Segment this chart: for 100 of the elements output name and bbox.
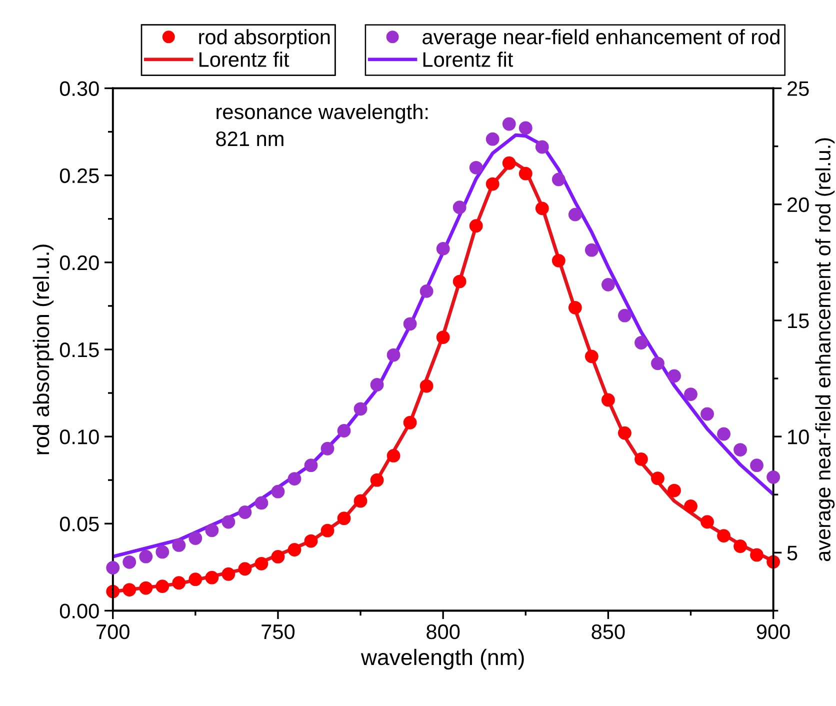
point — [370, 473, 384, 487]
point — [618, 308, 632, 322]
y-tick-label: 0.25 — [60, 168, 99, 184]
point — [254, 496, 268, 510]
point — [502, 117, 516, 131]
point — [601, 278, 615, 292]
point — [386, 448, 400, 462]
point — [337, 512, 351, 526]
point — [518, 121, 532, 135]
point — [156, 545, 170, 559]
point — [436, 242, 450, 256]
legend-label: Lorentz fit — [200, 52, 290, 67]
y2-tick-label: 10 — [788, 430, 809, 444]
x-tick-label: 850 — [592, 624, 625, 640]
y2-tick-label: 5 — [787, 546, 798, 560]
point — [254, 556, 268, 570]
point — [354, 402, 368, 416]
point — [734, 540, 747, 553]
point — [766, 470, 780, 484]
point — [122, 583, 136, 596]
x-axis-title: wavelength (nm) — [360, 648, 524, 670]
point — [452, 200, 466, 214]
point — [188, 532, 202, 545]
y2-tick-label: 20 — [788, 197, 809, 212]
point — [156, 580, 170, 594]
point — [139, 550, 153, 564]
point — [651, 472, 664, 486]
y-axis-title: rod absorption (rel.u.) — [32, 244, 54, 454]
point — [700, 407, 714, 421]
legend-label: Lorentz fit — [423, 52, 514, 67]
point — [502, 156, 516, 170]
point — [304, 534, 318, 548]
point — [288, 543, 302, 556]
point — [552, 254, 566, 268]
point — [172, 576, 186, 590]
y-tick-label: 0.10 — [60, 430, 99, 444]
point — [552, 172, 566, 186]
x-tick-label: 900 — [756, 624, 790, 640]
point — [486, 177, 500, 191]
point — [205, 524, 219, 538]
point — [634, 452, 648, 466]
point — [469, 160, 483, 174]
x-tick-label: 700 — [96, 624, 130, 640]
legend-label: average near-field enhancement of rod — [422, 29, 780, 49]
point — [700, 515, 714, 529]
point — [750, 548, 764, 562]
y2-tick-label: 15 — [788, 314, 809, 328]
y2-axis-title: average near-field enhancement of rod (rel.u.) — [815, 138, 835, 562]
point — [172, 538, 186, 552]
point — [386, 348, 400, 362]
point — [601, 393, 615, 407]
point — [304, 458, 318, 472]
point — [271, 484, 285, 498]
x-tick-label: 750 — [262, 624, 295, 640]
point — [188, 572, 202, 586]
point — [238, 506, 252, 519]
point — [750, 458, 764, 472]
point — [684, 499, 698, 513]
point — [452, 274, 466, 288]
point — [106, 561, 120, 574]
point — [535, 202, 549, 216]
y2-tick-label: 25 — [788, 81, 809, 96]
point — [469, 219, 483, 233]
point — [568, 300, 582, 314]
point — [139, 581, 153, 595]
point — [436, 330, 450, 344]
point — [668, 369, 681, 383]
point — [238, 562, 252, 576]
point — [717, 427, 730, 441]
point — [634, 336, 648, 350]
point — [684, 388, 698, 401]
point — [734, 443, 747, 456]
x-tick-label: 800 — [426, 624, 460, 640]
point — [568, 208, 582, 222]
point — [122, 555, 136, 569]
point — [354, 494, 368, 508]
point — [518, 166, 532, 180]
point — [222, 567, 236, 581]
point — [403, 416, 417, 430]
point — [320, 442, 334, 456]
point — [420, 284, 434, 298]
point — [403, 317, 417, 331]
point — [584, 243, 598, 257]
y-tick-label: 0.05 — [60, 516, 99, 532]
point — [271, 550, 285, 564]
point — [288, 472, 302, 486]
point — [618, 426, 632, 440]
annotation: resonance wavelength: 821 nm — [216, 104, 428, 146]
point — [337, 424, 351, 438]
point — [320, 524, 334, 538]
point — [205, 570, 219, 584]
legend-label: rod absorption — [199, 29, 330, 49]
point — [535, 140, 549, 154]
point — [717, 529, 730, 543]
y-tick-label: 0.30 — [60, 81, 99, 96]
y-tick-label: 0.15 — [60, 342, 99, 358]
y-tick-label: 0.00 — [60, 604, 99, 618]
point — [420, 379, 434, 393]
point — [222, 515, 236, 529]
point — [584, 350, 598, 364]
